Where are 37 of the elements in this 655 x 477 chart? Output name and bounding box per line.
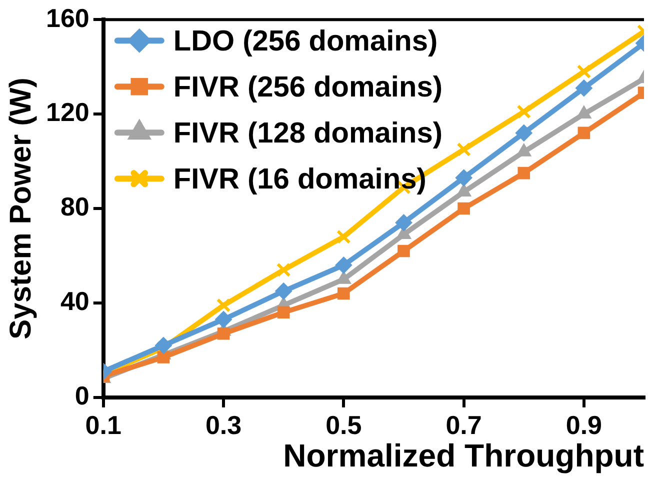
point: [518, 166, 530, 180]
point: [456, 142, 471, 157]
point: [335, 256, 352, 274]
point: [575, 80, 592, 97]
point: [277, 306, 290, 319]
point: [395, 214, 412, 232]
legend-label: FIVR (128 domains): [173, 118, 443, 150]
point: [578, 126, 590, 140]
legend-label: FIVR (256 domains): [173, 72, 443, 104]
x-tick-label: 0.9: [566, 410, 602, 440]
x-axis-title: Normalized Throughput: [283, 438, 644, 474]
y-tick-label: 0: [74, 380, 90, 411]
point: [398, 244, 410, 258]
point: [157, 351, 170, 364]
point: [455, 169, 472, 186]
point: [458, 202, 470, 215]
point: [336, 230, 351, 244]
y-tick-label: 160: [46, 2, 90, 33]
point: [276, 262, 291, 278]
y-tick-label: 40: [60, 286, 90, 316]
point: [217, 327, 230, 340]
y-axis-title: System Power (W): [4, 78, 38, 340]
point: [215, 310, 232, 328]
x-tick-label: 0.1: [85, 410, 122, 440]
point: [216, 298, 231, 312]
y-tick-label: 120: [46, 97, 90, 128]
y-tick-label: 80: [60, 192, 90, 222]
point: [154, 336, 172, 354]
x-tick-label: 0.7: [446, 410, 482, 440]
x-tick-label: 0.5: [326, 410, 362, 440]
point: [516, 104, 532, 119]
point: [515, 124, 532, 142]
point: [338, 287, 350, 300]
x-tick-label: 0.3: [205, 410, 242, 440]
legend-label: LDO (256 domains): [173, 26, 438, 58]
point: [576, 64, 592, 79]
point: [275, 282, 292, 300]
